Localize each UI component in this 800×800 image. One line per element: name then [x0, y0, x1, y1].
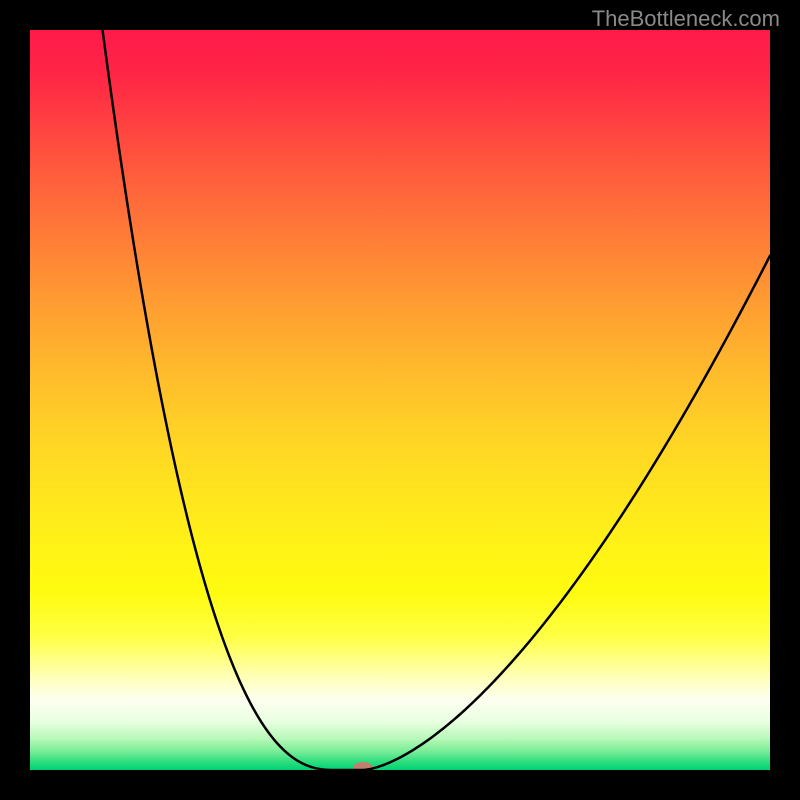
watermark-text: TheBottleneck.com [592, 6, 780, 32]
chart-background [30, 30, 770, 770]
bottleneck-chart [30, 30, 770, 770]
